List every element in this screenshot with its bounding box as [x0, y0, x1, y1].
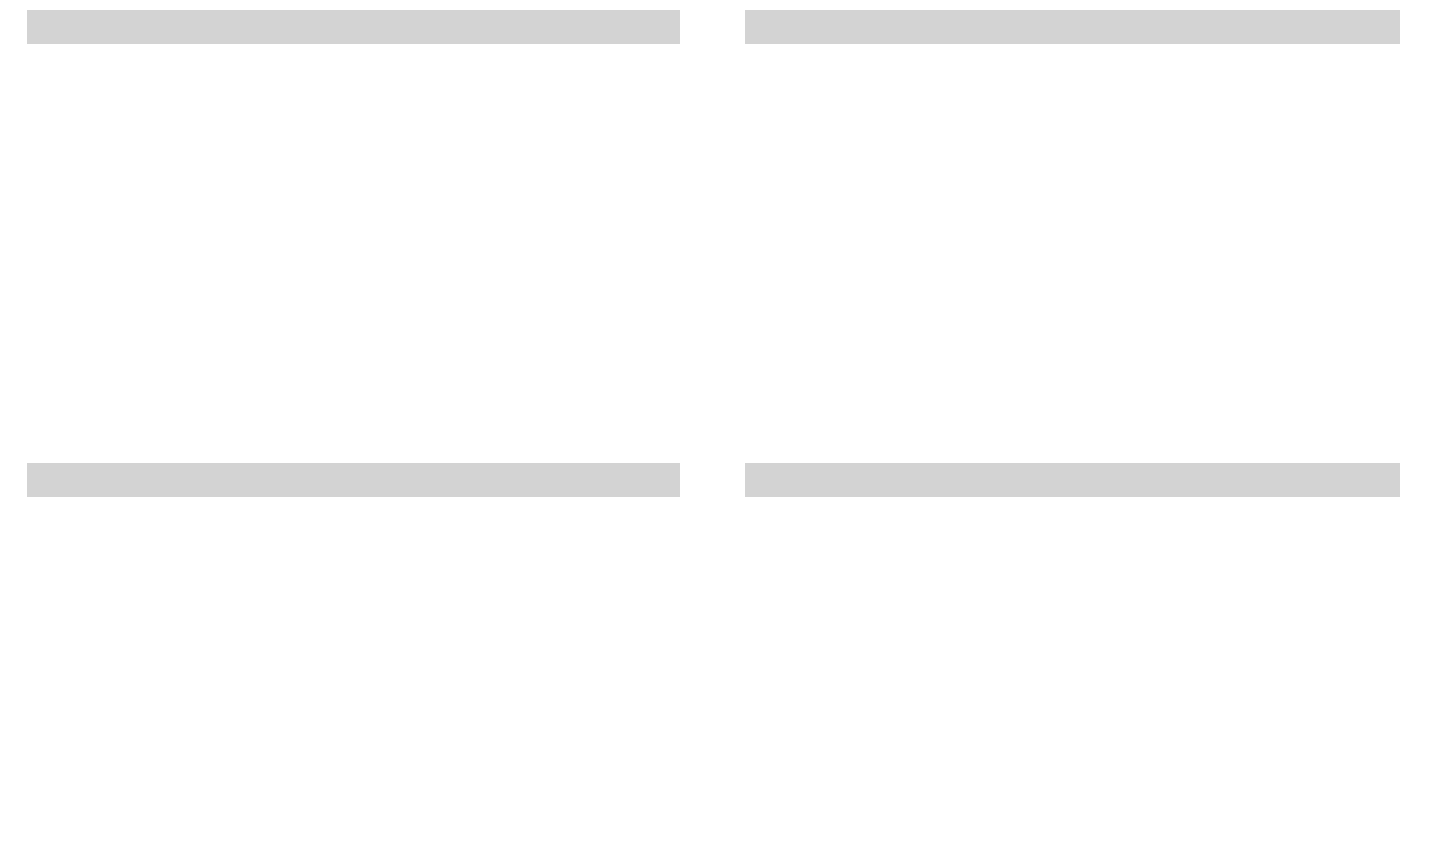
- panel-title-temp-capacity: [27, 463, 680, 497]
- panel-title-float-life: [745, 463, 1400, 497]
- float-life-chart: [745, 510, 1425, 855]
- temp-capacity-chart: [20, 510, 710, 855]
- panel-title-discharge: [27, 10, 680, 44]
- float-charging-chart: [745, 60, 1425, 440]
- panel-title-float-charging: [745, 10, 1400, 44]
- discharge-characteristics-chart: [20, 60, 700, 440]
